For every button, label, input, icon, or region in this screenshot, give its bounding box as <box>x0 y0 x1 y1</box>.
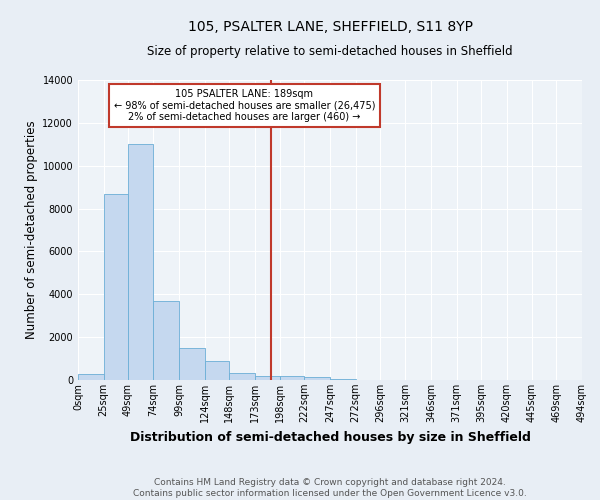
Bar <box>179 348 205 380</box>
Text: 105 PSALTER LANE: 189sqm
← 98% of semi-detached houses are smaller (26,475)
2% o: 105 PSALTER LANE: 189sqm ← 98% of semi-d… <box>113 89 375 122</box>
Bar <box>280 376 304 380</box>
Bar <box>254 376 280 380</box>
Bar <box>229 372 254 380</box>
Bar <box>128 144 154 380</box>
Text: Size of property relative to semi-detached houses in Sheffield: Size of property relative to semi-detach… <box>147 45 513 58</box>
Bar <box>78 374 104 380</box>
Text: 105, PSALTER LANE, SHEFFIELD, S11 8YP: 105, PSALTER LANE, SHEFFIELD, S11 8YP <box>187 20 473 34</box>
X-axis label: Distribution of semi-detached houses by size in Sheffield: Distribution of semi-detached houses by … <box>130 430 530 444</box>
Bar <box>205 360 229 380</box>
Bar <box>330 379 356 380</box>
Text: Contains HM Land Registry data © Crown copyright and database right 2024.
Contai: Contains HM Land Registry data © Crown c… <box>133 478 527 498</box>
Bar <box>304 377 330 380</box>
Bar <box>104 194 128 380</box>
Bar <box>154 300 179 380</box>
Y-axis label: Number of semi-detached properties: Number of semi-detached properties <box>25 120 38 340</box>
